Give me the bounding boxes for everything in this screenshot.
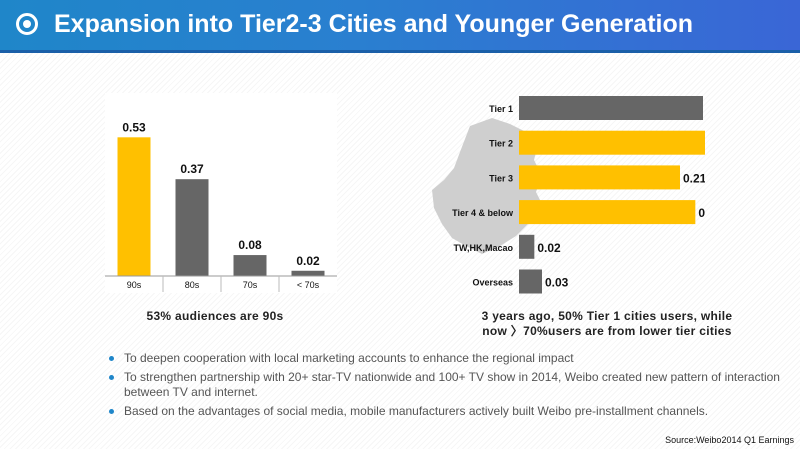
data-label: 0.37 xyxy=(180,162,204,176)
category-label: Overseas xyxy=(472,278,513,288)
strategy-bullet-list: To deepen cooperation with local marketi… xyxy=(104,351,784,423)
bullet-circle-icon xyxy=(16,13,38,35)
category-label: Tier 2 xyxy=(489,139,513,149)
page-title: Expansion into Tier2-3 Cities and Younge… xyxy=(54,10,694,38)
bar-Tier 3 xyxy=(519,165,680,190)
tier-caption-line-2: now 〉70%users are from lower tier cities xyxy=(482,324,732,338)
category-label: Tier 4 & below xyxy=(452,208,514,218)
category-label: Tier 1 xyxy=(489,104,513,114)
tier-distribution-chart: Tier 1 Tier 2 Tier 3 Tier 4 & below TW,HK,Ma… xyxy=(432,96,705,294)
title-bar: Expansion into Tier2-3 Cities and Younge… xyxy=(0,0,800,53)
bar-TW,HK,Macao xyxy=(519,234,535,259)
category-label: Tier 3 xyxy=(489,173,513,183)
bar-Tier 4 & below xyxy=(519,200,696,225)
data-label: 0.53 xyxy=(122,120,146,134)
data-label: 0.23 xyxy=(698,206,705,220)
tick-label: < 70s xyxy=(297,280,320,290)
bar-Tier 1 xyxy=(519,96,703,120)
data-label: 0.21 xyxy=(683,171,705,185)
data-label: 0.03 xyxy=(545,276,569,290)
category-label: TW,HK,Macao xyxy=(453,243,513,253)
tick-label: 70s xyxy=(243,280,258,290)
tick-label: 90s xyxy=(127,280,142,290)
bullet-item: To deepen cooperation with local marketi… xyxy=(104,351,784,366)
data-label: 0.02 xyxy=(537,241,561,255)
source-note: Source:Weibo2014 Q1 Earnings xyxy=(665,435,794,445)
bar-< 70s xyxy=(291,270,325,276)
china-map-icon xyxy=(432,118,544,254)
bar-70s xyxy=(233,255,267,276)
bar-80s xyxy=(175,179,209,276)
bullet-item: To strengthen partnership with 20+ star-… xyxy=(104,370,784,400)
tier-chart-caption: 3 years ago, 50% Tier 1 cities users, wh… xyxy=(462,309,752,339)
age-chart-caption: 53% audiences are 90s xyxy=(146,309,284,323)
bullet-item: Based on the advantages of social media,… xyxy=(104,404,784,419)
bar-Overseas xyxy=(519,269,542,294)
tier-caption-line-1: 3 years ago, 50% Tier 1 cities users, wh… xyxy=(481,309,733,323)
data-label: 0.08 xyxy=(238,238,262,252)
data-label: 0.02 xyxy=(296,254,320,268)
age-distribution-chart: 0.53 0.37 0.08 0.02 90s 80s 70s < 70s xyxy=(105,93,337,293)
bar-90s xyxy=(117,137,151,276)
bar-Tier 2 xyxy=(519,130,705,155)
tick-label: 80s xyxy=(185,280,200,290)
